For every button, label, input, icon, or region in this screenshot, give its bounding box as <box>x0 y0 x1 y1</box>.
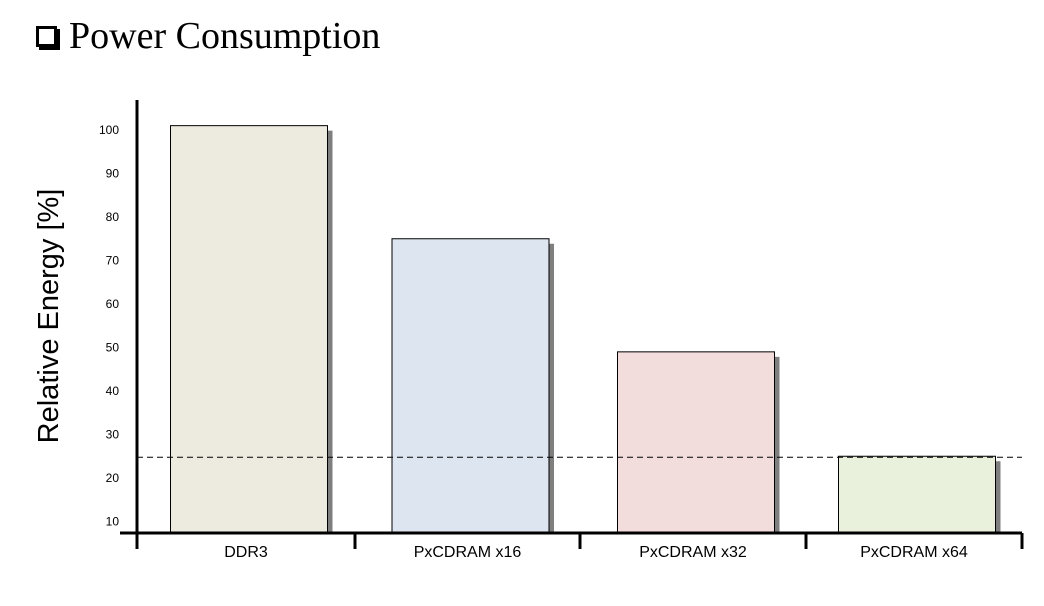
bar-ddr3 <box>170 125 328 534</box>
bar-pxcdram-x32 <box>617 351 775 534</box>
y-tick-label-10: 10 <box>106 515 120 529</box>
y-tick-label-80: 80 <box>106 210 120 224</box>
bar-pxcdram-x16 <box>391 238 550 534</box>
slide-title-text: Power Consumption <box>69 15 381 57</box>
y-tick-label-20: 20 <box>106 471 120 485</box>
category-label-2: PxCDRAM x32 <box>639 544 747 561</box>
category-label-0: DDR3 <box>224 544 268 561</box>
y-tick-label-30: 30 <box>106 428 120 442</box>
bars-group <box>170 125 1001 534</box>
y-axis-title: Relative Energy [%] <box>33 189 65 444</box>
y-tick-label-70: 70 <box>106 254 120 268</box>
checkbox-bullet-icon <box>36 25 57 47</box>
y-tick-label-40: 40 <box>106 384 120 398</box>
y-tick-label-90: 90 <box>106 167 120 181</box>
slide-title: Power Consumption <box>36 14 380 58</box>
category-label-3: PxCDRAM x64 <box>860 544 968 561</box>
y-tick-label-50: 50 <box>106 341 120 355</box>
bar-pxcdram-x64 <box>838 455 996 534</box>
y-tick-label-100: 100 <box>99 123 119 137</box>
category-labels: DDR3 PxCDRAM x16 PxCDRAM x32 PxCDRAM x64 <box>224 544 968 561</box>
y-tick-label-60: 60 <box>106 297 120 311</box>
category-label-1: PxCDRAM x16 <box>414 544 522 561</box>
y-tick-labels: 10 20 30 40 50 60 70 80 90 100 <box>99 123 119 529</box>
